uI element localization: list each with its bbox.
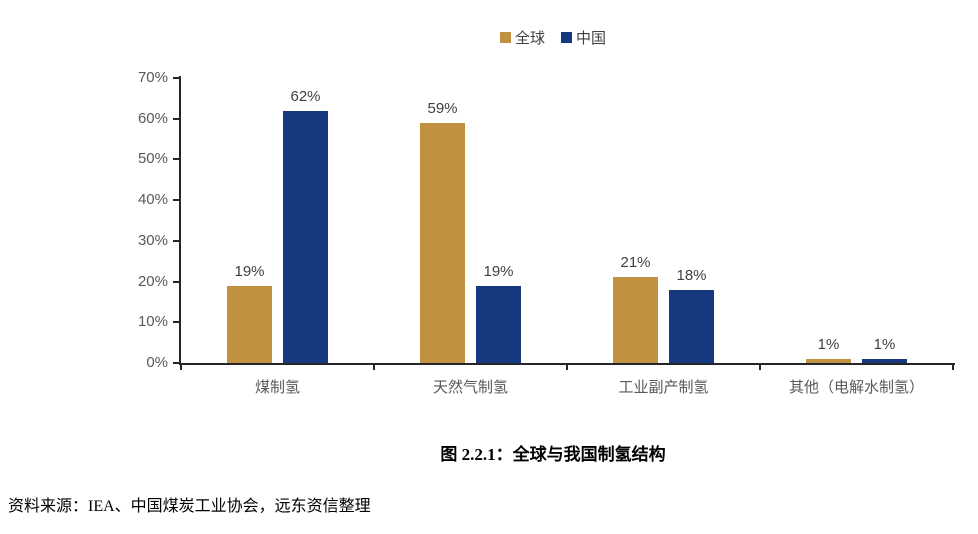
y-axis-tick-label: 50%	[137, 150, 168, 168]
x-axis-tick	[180, 363, 182, 370]
bar	[283, 111, 328, 363]
legend-swatch-icon	[499, 32, 511, 43]
bar-value-label: 19%	[483, 263, 514, 280]
category-label: 其他（电解水制氢）	[788, 379, 924, 396]
figure-caption: 图 2.2.1：全球与我国制氢结构	[440, 445, 666, 464]
y-axis-tick-label: 0%	[146, 354, 168, 371]
y-axis-tick	[173, 117, 179, 120]
y-axis-tick-label: 10%	[137, 313, 168, 331]
source-note: 资料来源：IEA、中国煤炭工业协会，远东资信整理	[8, 498, 371, 515]
legend-swatch-icon	[561, 32, 572, 43]
bar-value-label: 19%	[234, 263, 265, 280]
x-axis-tick	[952, 363, 954, 370]
bar	[613, 277, 658, 363]
y-axis-tick	[173, 280, 179, 283]
category-label: 工业副产制氢	[618, 379, 709, 396]
y-axis-tick	[173, 239, 179, 242]
bar-value-label: 1%	[817, 336, 840, 353]
bar-value-label: 59%	[427, 100, 458, 117]
bar	[420, 123, 465, 363]
y-axis-tick-label: 70%	[137, 69, 168, 86]
bar-value-label: 1%	[873, 336, 896, 353]
bar-value-label: 18%	[676, 267, 707, 284]
x-axis-tick	[566, 363, 568, 370]
legend-item: 中国	[561, 27, 606, 48]
chart-legend: 全球 中国	[499, 27, 606, 48]
y-axis-tick	[173, 199, 179, 202]
x-axis-tick	[373, 363, 375, 370]
y-axis-tick	[173, 321, 179, 324]
bar	[669, 290, 714, 363]
bar	[227, 286, 272, 363]
legend-label: 中国	[576, 30, 607, 47]
bar	[476, 286, 521, 363]
y-axis-tick-label: 30%	[137, 231, 168, 249]
bar	[862, 359, 907, 363]
category-label: 煤制氢	[254, 379, 300, 396]
bar-value-label: 62%	[290, 88, 321, 105]
y-axis-tick-label: 40%	[137, 191, 168, 209]
y-axis-tick	[173, 362, 179, 364]
y-axis-tick-label: 60%	[137, 109, 168, 127]
legend-item: 全球	[499, 27, 545, 48]
y-axis-tick	[173, 77, 179, 79]
category-label: 天然气制氢	[432, 379, 508, 396]
bar-value-label: 21%	[620, 254, 651, 271]
bar	[806, 359, 851, 363]
y-axis-tick	[173, 158, 179, 161]
x-axis-tick	[759, 363, 761, 370]
legend-label: 全球	[514, 30, 545, 47]
y-axis-line	[179, 76, 181, 365]
y-axis-tick-label: 20%	[137, 272, 168, 290]
